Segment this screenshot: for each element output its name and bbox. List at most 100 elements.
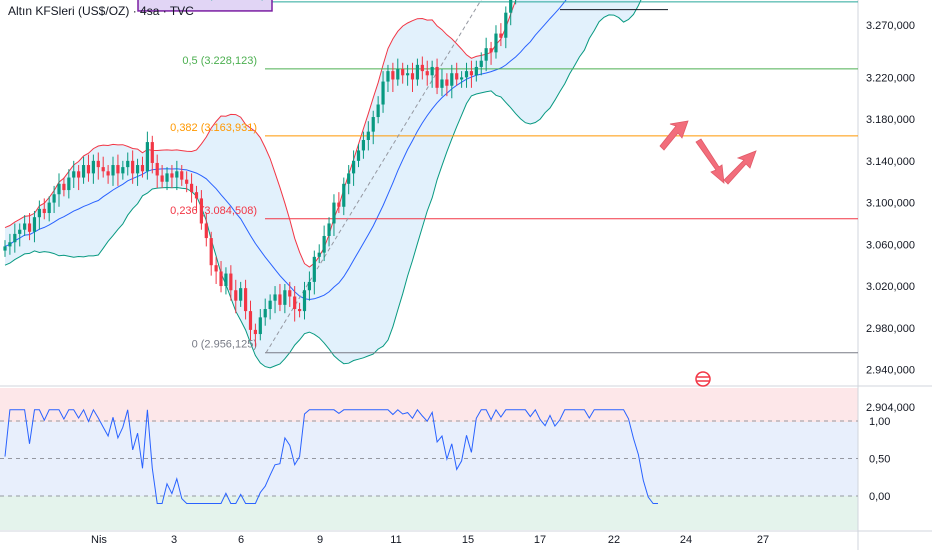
fib-trend-line (265, 0, 482, 354)
candle-body (57, 183, 61, 195)
candle-body (175, 171, 179, 178)
candle-body (199, 198, 203, 224)
candle-body (494, 33, 498, 53)
price-tick-label: 3.140,000 (866, 156, 915, 168)
candle-body (47, 202, 51, 214)
candle-body (351, 160, 356, 174)
bollinger-band-fill (5, 0, 641, 368)
price-tick-label: 3.220,000 (866, 72, 915, 84)
time-tick-label: 6 (238, 534, 244, 546)
price-tick-label: 3.060,000 (866, 239, 915, 251)
candle-body (415, 64, 420, 80)
candle-body (248, 311, 253, 330)
candle-body (155, 162, 159, 176)
candle-body (302, 290, 307, 312)
us-flag-icon (695, 371, 711, 387)
candle-body (371, 117, 375, 132)
fib-highlight-box (137, 0, 273, 12)
candle-body (8, 242, 12, 247)
time-tick-label: 3 (171, 534, 177, 546)
candle-body (504, 12, 508, 38)
candle-body (474, 66, 478, 76)
rsi-tick-label: 1,00 (869, 416, 890, 428)
projection-arrow-up1 (659, 120, 689, 151)
candle-body (189, 183, 194, 193)
candle-body (67, 177, 71, 191)
rsi-oversold-zone (0, 496, 858, 530)
candle-body (37, 208, 41, 218)
candle-body (18, 229, 22, 234)
candle-body (86, 165, 91, 174)
candle-body (13, 233, 17, 243)
candle-body (396, 69, 400, 80)
candle-body (347, 173, 351, 184)
candle-body (27, 223, 32, 232)
candle-body (116, 165, 120, 174)
candle-body (317, 252, 321, 257)
candle-body (489, 48, 493, 53)
candle-body (32, 217, 37, 232)
candle-body (455, 73, 459, 80)
rsi-overbought-zone (0, 388, 858, 422)
candle-body (381, 81, 385, 105)
candle-body (293, 296, 297, 310)
fib-highlight-label: 0,618 (3.292,314) (178, 0, 265, 1)
candle-body (180, 171, 184, 180)
candle-body (307, 281, 312, 291)
candle-body (391, 71, 395, 80)
candle-body (23, 223, 27, 230)
candle-body (135, 165, 140, 174)
candle-body (165, 173, 169, 182)
candle-body (263, 309, 267, 318)
fib-label: 0,382 (3.163,931) (170, 122, 257, 134)
candle-body (464, 71, 469, 78)
chart-title: Altın KFSleri (US$/OZ) · 4sa · TVC (8, 4, 194, 18)
candle-body (327, 223, 331, 236)
bollinger-middle (4, 0, 567, 301)
candle-body (219, 271, 223, 287)
candle-body (288, 290, 292, 297)
candle-body (229, 273, 233, 291)
candle-body (131, 160, 135, 174)
candle-body (126, 160, 130, 168)
time-tick-label: 11 (390, 534, 401, 546)
time-tick-label: Nis (91, 534, 107, 546)
candle-body (224, 273, 228, 287)
candle-body (312, 256, 316, 282)
candle-body (337, 202, 341, 207)
bollinger-upper (4, 0, 517, 268)
candle-body (406, 73, 410, 76)
candle-body (253, 329, 257, 335)
candle-body (366, 131, 370, 140)
candle-body (278, 294, 282, 305)
candle-body (101, 167, 105, 172)
candle-body (150, 142, 154, 163)
candle-body (297, 309, 302, 312)
candle-body (332, 202, 336, 224)
candle-body (91, 160, 95, 174)
candle-body (410, 73, 415, 80)
price-tick-label: 3.270,000 (866, 20, 915, 32)
candle-body (499, 33, 503, 38)
candle-body (52, 194, 56, 203)
candle-body (214, 265, 218, 272)
candle-body (121, 167, 125, 174)
candle-body (3, 246, 7, 251)
rsi-tick-label: 0,00 (869, 491, 890, 503)
candle-body (484, 48, 488, 61)
candle-body (420, 64, 424, 72)
candle-body (361, 139, 366, 151)
time-tick-label: 27 (757, 534, 769, 546)
fib-label: 0 (2.956,125) (192, 339, 257, 351)
candle-body (460, 77, 464, 80)
candle-body (425, 71, 429, 76)
candle-body (111, 165, 115, 176)
candle-body (469, 71, 474, 76)
price-tick-label: 2.980,000 (866, 323, 915, 335)
candle-body (283, 290, 287, 305)
candle-body (258, 317, 262, 335)
candle-body (62, 183, 66, 191)
rsi-tick-label: 0,50 (869, 454, 890, 466)
